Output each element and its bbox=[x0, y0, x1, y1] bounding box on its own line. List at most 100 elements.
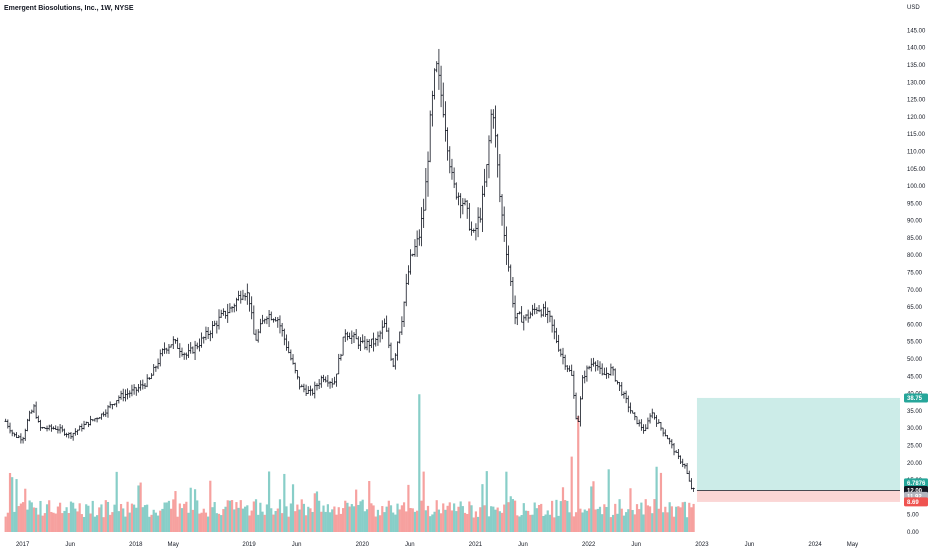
ohlc-bar bbox=[670, 439, 674, 449]
ohlc-bar bbox=[176, 337, 179, 349]
ohlc-bar bbox=[39, 419, 42, 431]
volume-bar bbox=[191, 509, 194, 532]
ohlc-bar bbox=[550, 315, 554, 333]
volume-bar bbox=[505, 471, 508, 532]
ohlc-bar bbox=[622, 391, 626, 399]
volume-bar bbox=[422, 471, 425, 532]
ohlc-bar bbox=[509, 264, 512, 287]
ohlc-bar bbox=[357, 336, 360, 350]
volume-bar bbox=[289, 503, 292, 532]
y-tick-label: 45.00 bbox=[907, 374, 923, 380]
ohlc-bar bbox=[350, 330, 354, 344]
ohlc-bar bbox=[187, 343, 190, 358]
ohlc-bar bbox=[614, 368, 617, 382]
volume-bar bbox=[6, 512, 9, 532]
ohlc-bar bbox=[200, 332, 203, 348]
volume-bar bbox=[618, 499, 621, 532]
ohlc-bar bbox=[415, 230, 419, 257]
y-tick-label: 65.00 bbox=[907, 305, 923, 311]
target-diff-tag: 6.7876 bbox=[904, 478, 928, 488]
ohlc-bar bbox=[278, 315, 282, 334]
ohlc-bar bbox=[398, 331, 401, 344]
volume-bar bbox=[315, 491, 319, 532]
ohlc-bar bbox=[535, 307, 539, 314]
volume-bar bbox=[448, 502, 451, 532]
volume-bar bbox=[507, 502, 510, 532]
volume-bar bbox=[385, 506, 388, 532]
volume-bar bbox=[540, 503, 543, 532]
volume-bar bbox=[402, 502, 406, 532]
volume-bar bbox=[503, 504, 506, 532]
volume-bar bbox=[585, 510, 589, 532]
ohlc-bar bbox=[287, 341, 290, 354]
volume-bar bbox=[339, 513, 343, 532]
volume-bar bbox=[89, 513, 92, 532]
axis-unit-label: USD bbox=[907, 5, 920, 11]
volume-bar bbox=[257, 514, 260, 532]
volume-bar bbox=[426, 505, 430, 532]
ohlc-bar bbox=[396, 341, 399, 361]
volume-bar bbox=[174, 491, 177, 532]
volume-bar bbox=[633, 514, 636, 532]
volume-bar bbox=[254, 499, 258, 532]
ohlc-bar bbox=[122, 388, 125, 402]
y-tick-label: 30.00 bbox=[907, 426, 923, 432]
ohlc-bar bbox=[374, 337, 377, 347]
ohlc-bar bbox=[137, 384, 140, 393]
volume-bar bbox=[285, 506, 288, 532]
ohlc-bar bbox=[117, 395, 121, 404]
ohlc-bar bbox=[43, 427, 47, 429]
ohlc-bar bbox=[143, 382, 147, 389]
volume-bar bbox=[95, 515, 99, 532]
volume-bar bbox=[407, 484, 410, 532]
ohlc-bar bbox=[209, 330, 212, 342]
volume-bar bbox=[607, 469, 610, 532]
ohlc-bar bbox=[206, 327, 210, 339]
volume-bar bbox=[119, 504, 123, 532]
volume-bar bbox=[570, 456, 573, 532]
ohlc-bar bbox=[102, 411, 105, 417]
volume-bar bbox=[352, 506, 356, 532]
ohlc-bar bbox=[19, 433, 23, 444]
volume-bar bbox=[141, 507, 144, 532]
ohlc-bar bbox=[248, 292, 251, 312]
volume-bar bbox=[681, 502, 684, 532]
ohlc-bar bbox=[372, 332, 375, 352]
x-tick-label: 2017 bbox=[16, 542, 30, 548]
x-tick-label: May bbox=[847, 542, 858, 548]
ohlc-bar bbox=[633, 412, 637, 421]
ohlc-bar bbox=[34, 401, 38, 419]
volume-bar bbox=[601, 514, 604, 532]
price-axis[interactable]: 0.005.0010.0015.0020.0025.0030.0035.0040… bbox=[907, 28, 926, 536]
ohlc-bar bbox=[481, 185, 484, 233]
ohlc-bar bbox=[182, 352, 186, 360]
ohlc-bar bbox=[333, 376, 336, 385]
ohlc-bar bbox=[337, 353, 340, 375]
volume-bar bbox=[161, 508, 164, 532]
ohlc-bar bbox=[80, 423, 84, 432]
ohlc-bar bbox=[394, 353, 397, 370]
ohlc-bar bbox=[483, 168, 486, 197]
ohlc-bar bbox=[435, 61, 438, 73]
ohlc-bar bbox=[174, 338, 177, 344]
volume-bar bbox=[63, 510, 66, 532]
ohlc-bar bbox=[664, 429, 667, 437]
x-tick-label: 2018 bbox=[129, 542, 143, 548]
ohlc-bar bbox=[542, 303, 545, 317]
volume-bar bbox=[265, 504, 269, 532]
ohlc-bar bbox=[574, 392, 578, 420]
ohlc-bar bbox=[50, 424, 53, 432]
volume-bar bbox=[178, 503, 181, 532]
ohlc-bar bbox=[352, 332, 356, 344]
volume-bar bbox=[76, 511, 79, 532]
volume-bar bbox=[444, 509, 447, 532]
time-axis[interactable]: 2017 Jun 2018 May 2019 Jun 2020 Jun 2021 Jun 2022 J… bbox=[16, 542, 858, 548]
ohlc-bar bbox=[307, 386, 310, 394]
volume-bar bbox=[629, 488, 632, 532]
y-tick-label: 75.00 bbox=[907, 271, 923, 277]
volume-bar bbox=[281, 513, 284, 532]
volume-bar bbox=[677, 506, 680, 532]
ohlc-bar bbox=[424, 168, 428, 211]
y-tick-label: 35.00 bbox=[907, 409, 923, 415]
